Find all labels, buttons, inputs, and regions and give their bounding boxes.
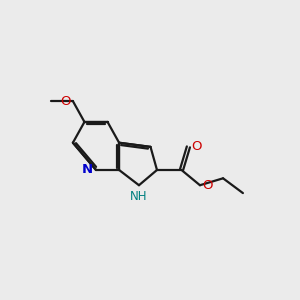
- Text: NH: NH: [130, 190, 148, 203]
- Text: O: O: [203, 179, 213, 192]
- Text: O: O: [60, 94, 70, 108]
- Text: N: N: [82, 164, 93, 176]
- Text: O: O: [191, 140, 202, 153]
